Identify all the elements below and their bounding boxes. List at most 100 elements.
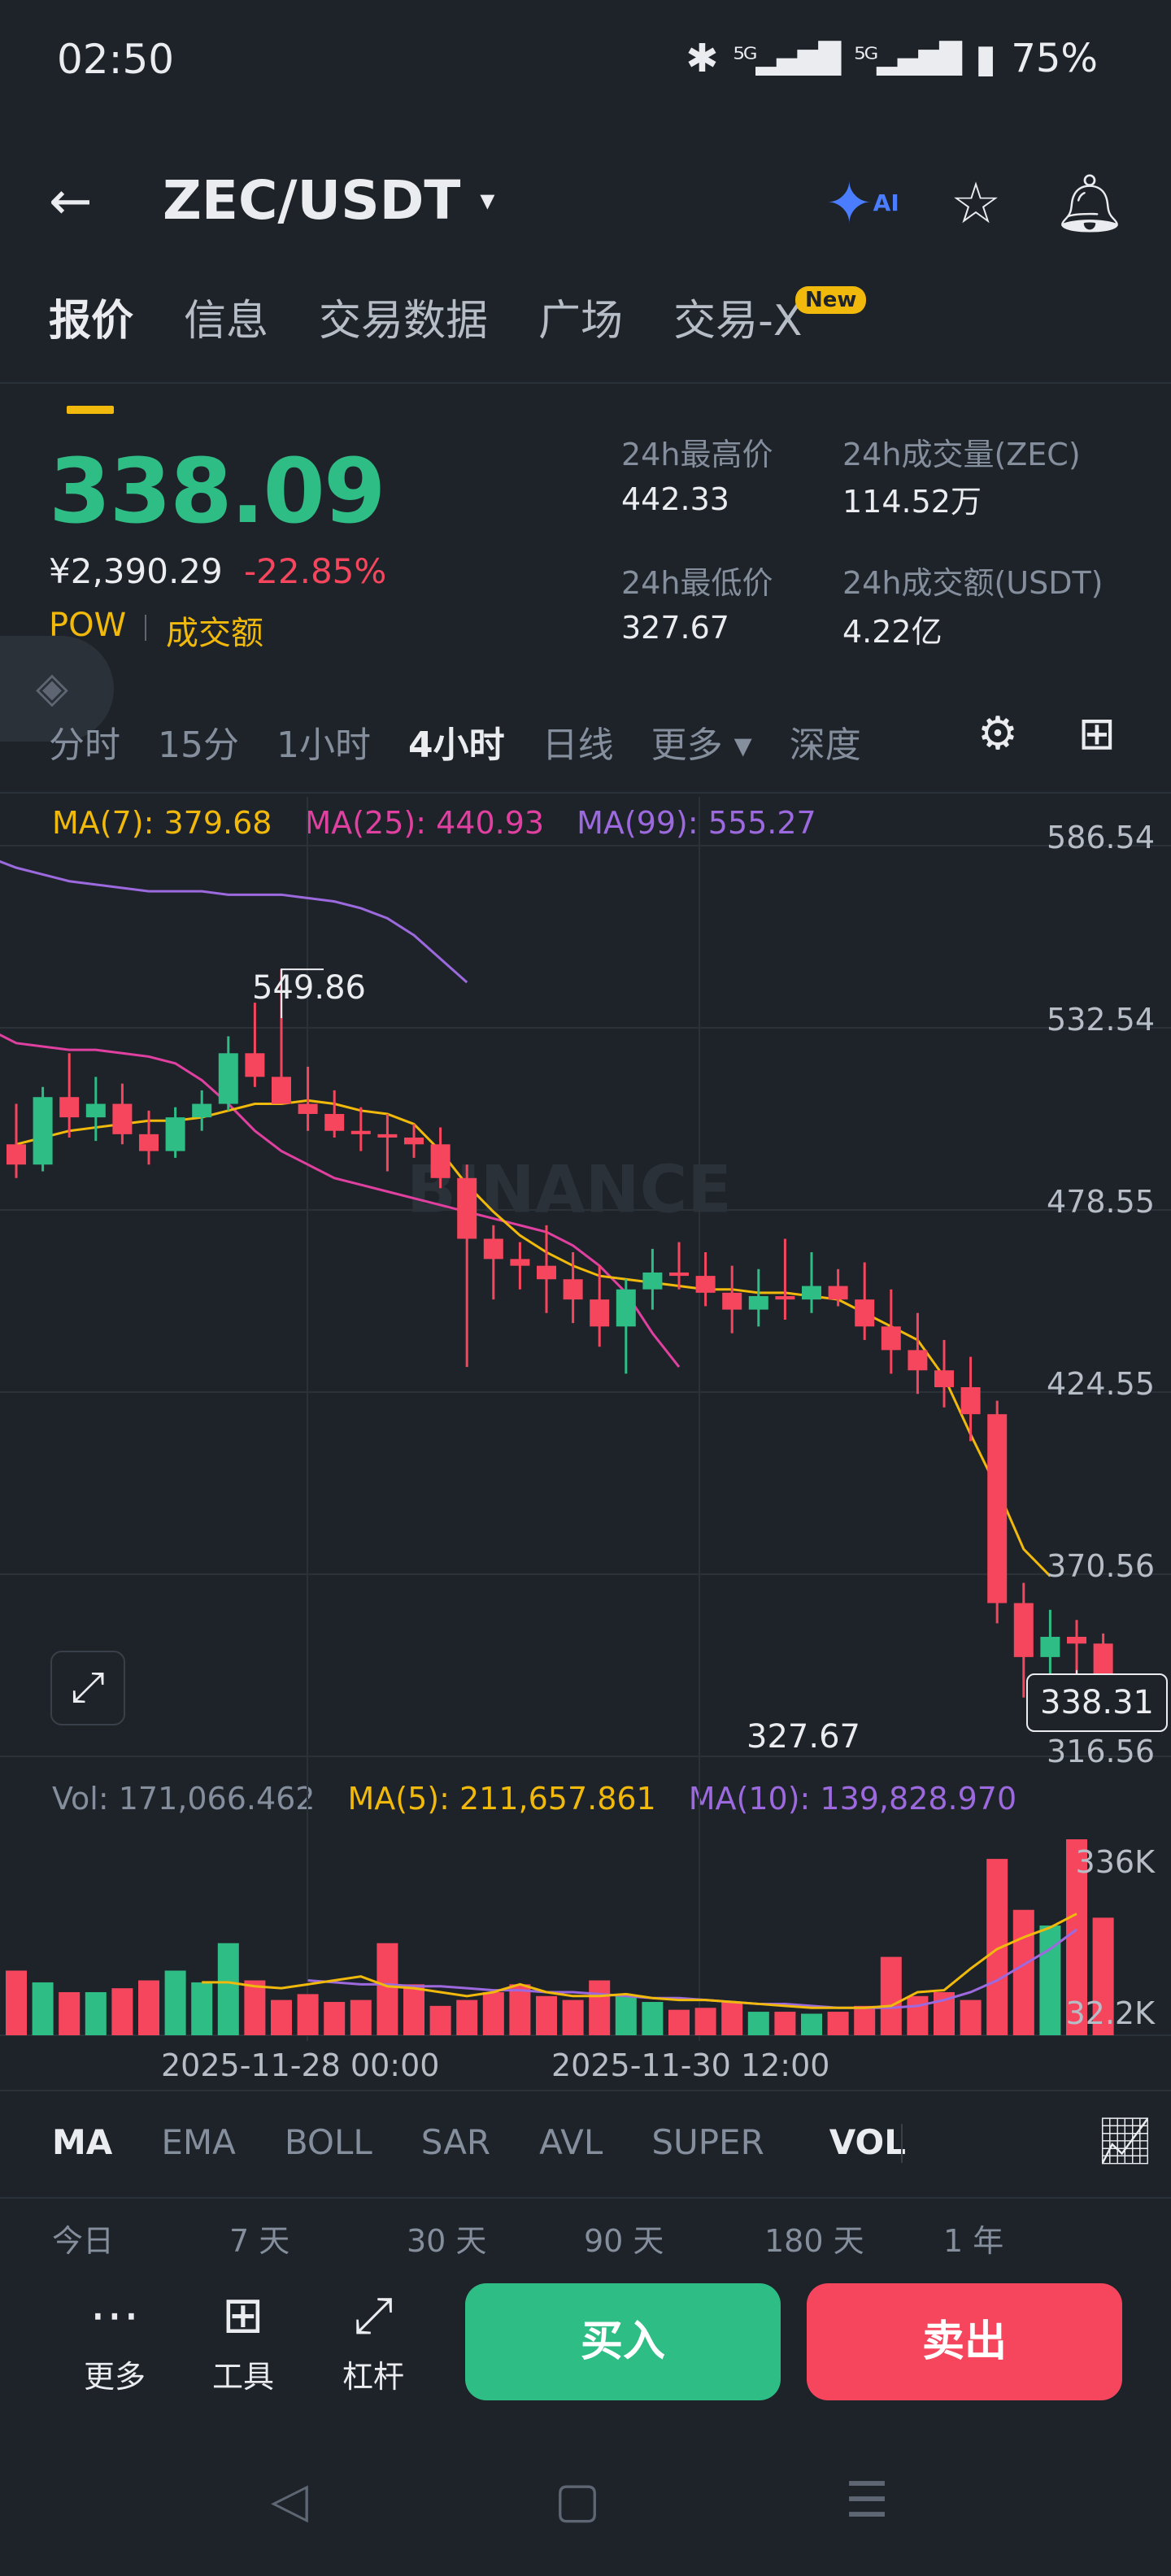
- volume-bar: [721, 2002, 743, 2035]
- volume-bar: [59, 1991, 81, 2035]
- interval-1h[interactable]: 1小时: [276, 724, 371, 766]
- volume-bar: [429, 2005, 451, 2035]
- cny-price: ¥2,390.29: [49, 551, 223, 591]
- stat-low-value: 327.67: [621, 610, 729, 646]
- more-action[interactable]: ⋯ 更多: [70, 2287, 159, 2396]
- indicator-vol[interactable]: VOL: [829, 2122, 906, 2162]
- margin-action[interactable]: ⤢ 杠杆: [329, 2287, 418, 2396]
- battery-level: 75%: [1011, 36, 1098, 81]
- period-180d[interactable]: 180 天: [764, 2223, 864, 2259]
- interval-15m[interactable]: 15分: [158, 724, 239, 766]
- candle-body: [1067, 1636, 1086, 1644]
- period-7d[interactable]: 7 天: [229, 2223, 290, 2259]
- candle-body: [881, 1326, 901, 1351]
- nav-back-icon[interactable]: ◁: [270, 2472, 309, 2529]
- indicator-sar[interactable]: SAR: [420, 2122, 491, 2162]
- pair-title: ZEC/USDT: [163, 169, 461, 232]
- low-annotation: 327.67: [747, 1718, 860, 1756]
- vol-ma10-label: MA(10): 139,828.970: [688, 1781, 1017, 1817]
- interval-timeline[interactable]: 分时: [49, 724, 120, 766]
- candle-body: [855, 1299, 875, 1327]
- watermark: BINANCE: [407, 1151, 732, 1227]
- volume-bar: [164, 1970, 186, 2035]
- y-tick: 370.56: [1047, 1548, 1155, 1584]
- candle-body: [33, 1097, 53, 1165]
- candle-body: [987, 1414, 1008, 1603]
- ma7-line: [15, 1099, 1051, 1577]
- tab-trade-x[interactable]: 交易-X: [673, 297, 803, 346]
- indicator-ma[interactable]: MA: [52, 2122, 113, 2162]
- vol-y-tick: 336K: [1075, 1844, 1155, 1880]
- vol-label: Vol: 171,066.462: [52, 1781, 316, 1817]
- tab-info[interactable]: 信息: [184, 297, 269, 346]
- chart-settings-icon[interactable]: ⚙: [977, 707, 1019, 760]
- tab-quote[interactable]: 报价: [49, 286, 133, 414]
- high-annotation: 549.86: [252, 969, 366, 1007]
- more-label: 更多: [83, 2359, 146, 2395]
- volume-bar: [854, 2005, 876, 2035]
- candle-body: [7, 1144, 26, 1165]
- bell-icon[interactable]: 🔔︎: [1053, 170, 1126, 237]
- candle-body: [590, 1299, 610, 1327]
- ma99-line: [0, 859, 468, 984]
- last-price-tag[interactable]: 338.31: [1026, 1673, 1168, 1732]
- sell-button[interactable]: 卖出: [807, 2283, 1122, 2400]
- candle-body: [112, 1103, 133, 1134]
- volume-bar: [589, 1980, 611, 2035]
- volume-bar: [403, 1984, 424, 2035]
- indicator-avl[interactable]: AVL: [539, 2122, 603, 2162]
- expand-icon[interactable]: ⤢: [50, 1651, 125, 1725]
- divider: [901, 2124, 903, 2163]
- indicator-ema[interactable]: EMA: [161, 2122, 236, 2162]
- y-tick: 586.54: [1047, 820, 1155, 855]
- new-badge: New: [795, 286, 867, 314]
- volume-bar: [509, 1984, 531, 2035]
- indicator-super[interactable]: SUPER: [651, 2122, 764, 2162]
- y-tick: 478.55: [1047, 1184, 1155, 1220]
- volume-bar: [827, 2012, 849, 2035]
- candle-body: [828, 1286, 848, 1300]
- indicator-boll[interactable]: BOLL: [284, 2122, 372, 2162]
- tab-square[interactable]: 广场: [538, 297, 624, 346]
- period-1y[interactable]: 1 年: [943, 2223, 1004, 2259]
- tag-turnover[interactable]: 成交额: [166, 615, 263, 652]
- volume-bar: [907, 1995, 929, 2035]
- indicator-chart-icon[interactable]: 📈︎: [1096, 2115, 1155, 2168]
- interval-1d[interactable]: 日线: [542, 724, 614, 766]
- vol-ma5-line: [202, 1912, 1077, 2009]
- ma25-line: [0, 1033, 681, 1368]
- grid-layout-icon[interactable]: ⊞: [1077, 707, 1117, 760]
- interval-more[interactable]: 更多 ▾: [651, 724, 752, 766]
- floating-binance-button[interactable]: ◈: [0, 636, 114, 742]
- pair-selector[interactable]: ZEC/USDT ▾: [163, 169, 495, 232]
- candle-body: [775, 1295, 795, 1300]
- period-today[interactable]: 今日: [52, 2223, 115, 2259]
- interval-depth[interactable]: 深度: [789, 724, 861, 766]
- tools-action[interactable]: ⊞ 工具: [198, 2287, 288, 2396]
- candlestick-chart[interactable]: BINANCE: [0, 797, 1171, 1773]
- favorite-star-icon[interactable]: ☆: [950, 170, 1002, 237]
- volume-bar: [642, 2002, 664, 2035]
- price-change: -22.85%: [244, 551, 387, 591]
- ai-sparkle-icon[interactable]: ✦AI: [825, 170, 899, 237]
- candle-body: [483, 1238, 503, 1260]
- nav-recents-icon[interactable]: ☰: [845, 2472, 889, 2529]
- interval-4h[interactable]: 4小时: [408, 724, 505, 766]
- back-arrow-icon[interactable]: ←: [49, 172, 93, 232]
- volume-chart: [0, 1773, 1171, 2041]
- status-time: 02:50: [57, 36, 175, 83]
- period-30d[interactable]: 30 天: [407, 2223, 487, 2259]
- stat-high-label: 24h最高价: [621, 437, 773, 472]
- tab-trade-data[interactable]: 交易数据: [319, 297, 489, 346]
- period-90d[interactable]: 90 天: [584, 2223, 664, 2259]
- candle-body: [192, 1103, 212, 1118]
- candle-body: [457, 1177, 477, 1239]
- volume-bar: [6, 1970, 27, 2035]
- nav-home-icon[interactable]: ▢: [554, 2472, 601, 2529]
- ma-legend: MA(7): 379.68 MA(25): 440.93 MA(99): 555…: [52, 805, 816, 841]
- leverage-icon: ⤢: [353, 2285, 394, 2344]
- candle-body: [59, 1097, 80, 1118]
- buy-button[interactable]: 买入: [465, 2283, 781, 2400]
- candle-body: [377, 1134, 398, 1138]
- more-icon: ⋯: [89, 2285, 140, 2344]
